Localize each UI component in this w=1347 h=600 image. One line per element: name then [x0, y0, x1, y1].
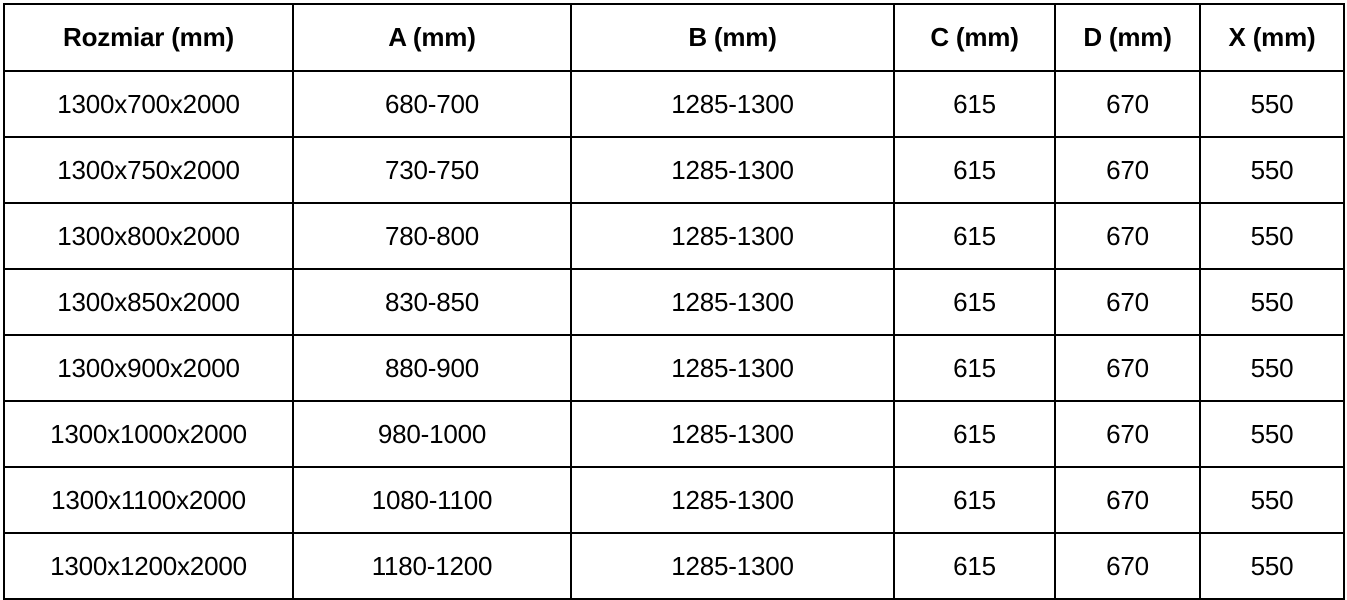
table-row: 1300x900x2000 880-900 1285-1300 615 670 … — [3, 334, 1345, 402]
column-header-size: Rozmiar (mm) — [3, 3, 294, 72]
cell-b: 1285-1300 — [570, 466, 895, 534]
cell-x: 550 — [1199, 532, 1345, 600]
cell-x: 550 — [1199, 466, 1345, 534]
cell-b: 1285-1300 — [570, 202, 895, 270]
cell-c: 615 — [893, 400, 1056, 468]
cell-b: 1285-1300 — [570, 400, 895, 468]
cell-x: 550 — [1199, 136, 1345, 204]
cell-b: 1285-1300 — [570, 532, 895, 600]
cell-d: 670 — [1054, 268, 1201, 336]
cell-b: 1285-1300 — [570, 334, 895, 402]
table-row: 1300x1200x2000 1180-1200 1285-1300 615 6… — [3, 532, 1345, 600]
cell-a: 830-850 — [292, 268, 572, 336]
dimensions-table: Rozmiar (mm) A (mm) B (mm) C (mm) D (mm)… — [3, 3, 1345, 600]
cell-x: 550 — [1199, 202, 1345, 270]
cell-d: 670 — [1054, 400, 1201, 468]
cell-c: 615 — [893, 268, 1056, 336]
cell-size: 1300x800x2000 — [3, 202, 294, 270]
table-body: 1300x700x2000 680-700 1285-1300 615 670 … — [3, 70, 1345, 600]
cell-a: 880-900 — [292, 334, 572, 402]
cell-x: 550 — [1199, 400, 1345, 468]
table-row: 1300x850x2000 830-850 1285-1300 615 670 … — [3, 268, 1345, 336]
cell-a: 730-750 — [292, 136, 572, 204]
table-header-row: Rozmiar (mm) A (mm) B (mm) C (mm) D (mm)… — [3, 3, 1345, 72]
cell-b: 1285-1300 — [570, 268, 895, 336]
cell-x: 550 — [1199, 70, 1345, 138]
column-header-c: C (mm) — [893, 3, 1056, 72]
cell-b: 1285-1300 — [570, 136, 895, 204]
table-row: 1300x1100x2000 1080-1100 1285-1300 615 6… — [3, 466, 1345, 534]
cell-x: 550 — [1199, 334, 1345, 402]
cell-c: 615 — [893, 334, 1056, 402]
cell-d: 670 — [1054, 70, 1201, 138]
table-row: 1300x700x2000 680-700 1285-1300 615 670 … — [3, 70, 1345, 138]
table-row: 1300x750x2000 730-750 1285-1300 615 670 … — [3, 136, 1345, 204]
column-header-a: A (mm) — [292, 3, 572, 72]
cell-c: 615 — [893, 70, 1056, 138]
cell-size: 1300x1200x2000 — [3, 532, 294, 600]
cell-a: 1080-1100 — [292, 466, 572, 534]
column-header-x: X (mm) — [1199, 3, 1345, 72]
cell-size: 1300x900x2000 — [3, 334, 294, 402]
cell-c: 615 — [893, 202, 1056, 270]
cell-d: 670 — [1054, 202, 1201, 270]
cell-size: 1300x1000x2000 — [3, 400, 294, 468]
cell-size: 1300x700x2000 — [3, 70, 294, 138]
cell-a: 980-1000 — [292, 400, 572, 468]
cell-d: 670 — [1054, 532, 1201, 600]
cell-size: 1300x850x2000 — [3, 268, 294, 336]
cell-a: 680-700 — [292, 70, 572, 138]
cell-a: 780-800 — [292, 202, 572, 270]
spec-table-container: Rozmiar (mm) A (mm) B (mm) C (mm) D (mm)… — [3, 3, 1345, 600]
cell-b: 1285-1300 — [570, 70, 895, 138]
cell-size: 1300x750x2000 — [3, 136, 294, 204]
cell-d: 670 — [1054, 334, 1201, 402]
cell-size: 1300x1100x2000 — [3, 466, 294, 534]
column-header-b: B (mm) — [570, 3, 895, 72]
cell-x: 550 — [1199, 268, 1345, 336]
cell-d: 670 — [1054, 466, 1201, 534]
cell-c: 615 — [893, 466, 1056, 534]
table-header: Rozmiar (mm) A (mm) B (mm) C (mm) D (mm)… — [3, 3, 1345, 72]
table-row: 1300x800x2000 780-800 1285-1300 615 670 … — [3, 202, 1345, 270]
column-header-d: D (mm) — [1054, 3, 1201, 72]
cell-c: 615 — [893, 136, 1056, 204]
cell-c: 615 — [893, 532, 1056, 600]
table-row: 1300x1000x2000 980-1000 1285-1300 615 67… — [3, 400, 1345, 468]
cell-d: 670 — [1054, 136, 1201, 204]
cell-a: 1180-1200 — [292, 532, 572, 600]
